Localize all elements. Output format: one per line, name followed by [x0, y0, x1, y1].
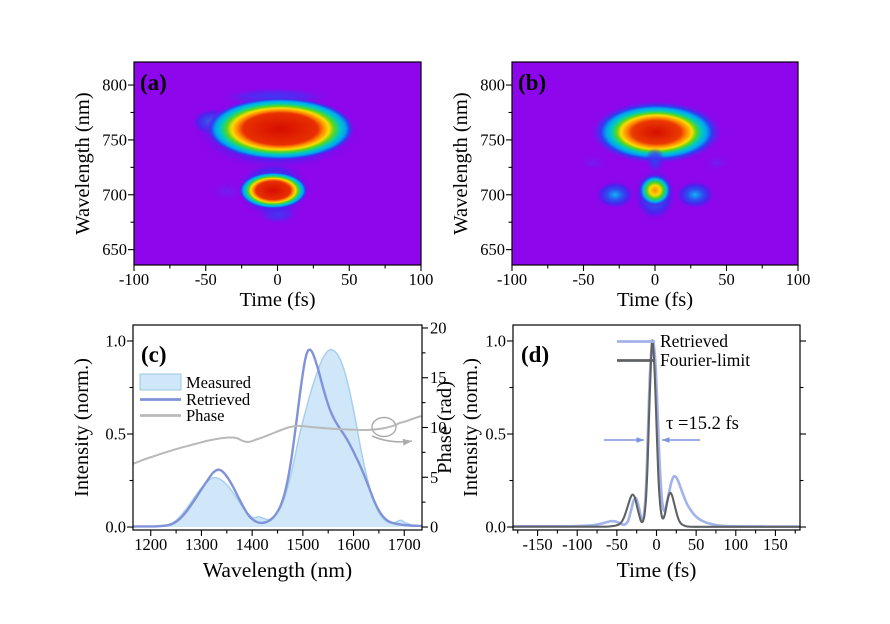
- axes-d: -150 -100 -50 0 50 100 150 Time (fs) 0.0 0.5 1.0In…: [460, 331, 806, 582]
- svg-text:1.0: 1.0: [485, 331, 506, 350]
- x-axis-title-b: Time (fs): [617, 289, 693, 311]
- legend-label-Retrieved: Retrieved: [660, 331, 728, 351]
- panel-c-spectrum-phase-plot: 1200 1300 1400 1500 1600 1700 Wavelength (nm) 0…: [60, 315, 465, 610]
- svg-text:1700: 1700: [388, 535, 421, 554]
- series-line-Retrieved: [133, 348, 422, 528]
- svg-text:-150: -150: [522, 535, 552, 554]
- svg-text:800: 800: [480, 76, 505, 95]
- panel-letter-b: (b): [518, 70, 546, 95]
- panel-a-canvas: -100 -50 0 50 100 Time (fs) 650 700 750 800 Wavele…: [72, 61, 433, 311]
- panel-letter-a: (a): [140, 70, 167, 95]
- x-axis-title-a: Time (fs): [239, 289, 315, 311]
- y-axis-title-d: Intensity (norm.): [460, 358, 482, 497]
- axes-c: 1200 1300 1400 1500 1600 1700 Wavelength (nm) 0…: [71, 318, 456, 582]
- svg-text:650: 650: [480, 240, 505, 259]
- plot-frame-c: [132, 324, 423, 531]
- series-line-Fourier-limit: [513, 339, 800, 528]
- svg-text:0.5: 0.5: [485, 425, 506, 444]
- axes-b: -100 -50 0 50 100 Time (fs) 650 700 750 800 Wavele…: [450, 76, 810, 311]
- panel-d-temporal-pulse-plot: -150 -100 -50 0 50 100 150 Time (fs) 0.0 0.5 1.0 In…: [438, 315, 813, 610]
- right-axis-indicator-ellipse: [371, 416, 397, 438]
- legend-swatch-Measured: [139, 373, 182, 391]
- svg-text:1600: 1600: [337, 535, 370, 554]
- svg-text:100: 100: [786, 270, 811, 289]
- svg-text:-50: -50: [195, 270, 217, 289]
- svg-text:1200: 1200: [134, 535, 167, 554]
- svg-text:0.5: 0.5: [105, 425, 126, 444]
- series-group-d: [513, 339, 800, 528]
- svg-text:50: 50: [688, 535, 705, 554]
- y-axis-title-a: Wavelength (nm): [72, 92, 94, 234]
- legend-label-Measured: Measured: [186, 373, 252, 392]
- svg-text:10: 10: [430, 418, 447, 437]
- y-axis-title-c: Intensity (norm.): [71, 358, 93, 497]
- series-line-Phase: [133, 415, 422, 465]
- x-axis-title-d: Time (fs): [617, 558, 697, 582]
- svg-text:50: 50: [718, 270, 735, 289]
- svg-text:150: 150: [763, 535, 788, 554]
- legend-label-Retrieved: Retrieved: [186, 390, 251, 409]
- svg-text:0.0: 0.0: [485, 518, 506, 537]
- svg-text:15: 15: [430, 368, 447, 387]
- svg-text:-100: -100: [119, 270, 149, 289]
- panel-d-canvas: -150 -100 -50 0 50 100 150 Time (fs) 0.0 0.5 1.0In…: [460, 324, 806, 582]
- svg-text:0.0: 0.0: [105, 518, 126, 537]
- panel-b-spectrogram: -100 -50 0 50 100 Time (fs) 650 700 750 800 Wavele…: [438, 15, 813, 315]
- svg-text:700: 700: [102, 185, 127, 204]
- annotation-text: τ =15.2 fs: [666, 414, 739, 434]
- svg-text:100: 100: [409, 270, 434, 289]
- svg-text:750: 750: [102, 130, 127, 149]
- svg-text:800: 800: [102, 76, 127, 95]
- axes-a: -100 -50 0 50 100 Time (fs) 650 700 750 800 Wavele…: [72, 76, 433, 311]
- svg-text:-50: -50: [606, 535, 628, 554]
- panel-letter-c: (c): [141, 342, 167, 367]
- legend-label-Phase: Phase: [186, 406, 225, 425]
- heatmap-a: [134, 62, 421, 265]
- svg-text:-50: -50: [573, 270, 595, 289]
- panel-c-canvas: 1200 1300 1400 1500 1600 1700 Wavelength (nm) 0…: [71, 318, 456, 582]
- svg-text:0: 0: [273, 270, 281, 289]
- svg-text:1.0: 1.0: [105, 331, 126, 350]
- svg-text:-100: -100: [562, 535, 592, 554]
- svg-text:1400: 1400: [236, 535, 269, 554]
- x-axis-title-c: Wavelength (nm): [203, 558, 352, 582]
- svg-text:1300: 1300: [185, 535, 218, 554]
- series-group-c: [133, 348, 422, 528]
- heatmap-b: [512, 62, 798, 265]
- series-line-Retrieved: [513, 339, 800, 528]
- svg-text:0: 0: [430, 518, 438, 537]
- svg-text:50: 50: [341, 270, 358, 289]
- svg-text:0: 0: [652, 535, 660, 554]
- svg-text:0: 0: [651, 270, 659, 289]
- svg-text:700: 700: [480, 185, 505, 204]
- svg-text:100: 100: [723, 535, 748, 554]
- svg-text:5: 5: [430, 468, 438, 487]
- svg-text:-100: -100: [497, 270, 527, 289]
- y-axis-title-b: Wavelength (nm): [450, 92, 472, 234]
- svg-text:650: 650: [102, 240, 127, 259]
- svg-text:750: 750: [480, 130, 505, 149]
- y2-axis-title-c: Phase (rad): [434, 381, 456, 474]
- panel-b-canvas: -100 -50 0 50 100 Time (fs) 650 700 750 800 Wavele…: [450, 61, 810, 311]
- svg-text:20: 20: [430, 318, 447, 337]
- panel-letter-d: (d): [521, 342, 549, 367]
- legend-label-Fourier-limit: Fourier-limit: [660, 350, 750, 370]
- svg-text:1500: 1500: [286, 535, 319, 554]
- panel-a-spectrogram: -100 -50 0 50 100 Time (fs) 650 700 750 800 Wavele…: [60, 15, 435, 315]
